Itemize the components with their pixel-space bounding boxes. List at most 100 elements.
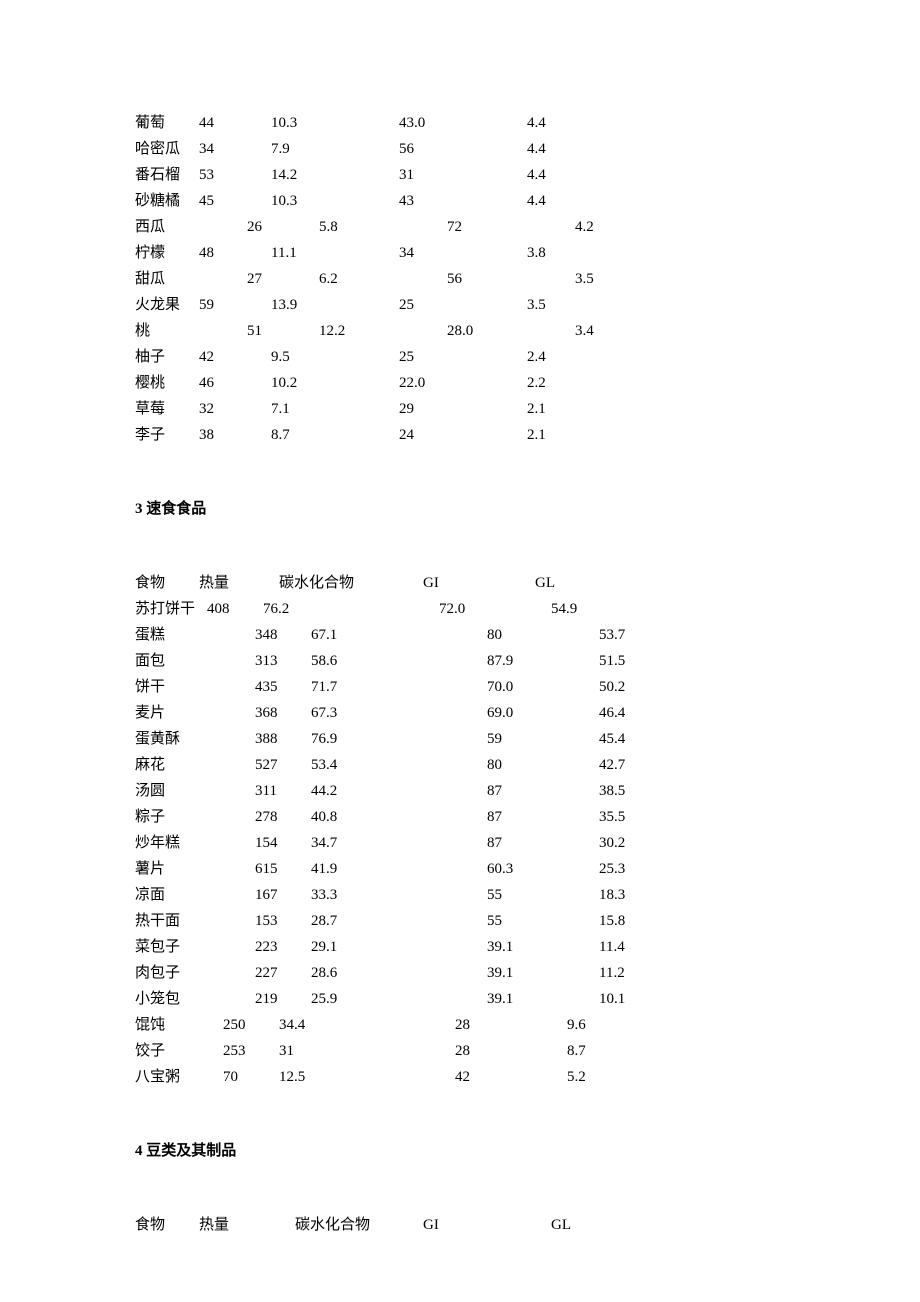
cell-b: 10.3 — [271, 110, 399, 136]
table-row: 火龙果5913.9253.5 — [135, 292, 920, 318]
cell-a: 388 — [255, 726, 311, 752]
table-header: 食物热量碳水化合物GIGL — [135, 1212, 920, 1238]
cell-b: 7.1 — [271, 396, 399, 422]
cell-b: 28.7 — [311, 908, 487, 934]
table-row: 桃5112.228.03.4 — [135, 318, 920, 344]
table-row: 菜包子22329.139.111.4 — [135, 934, 920, 960]
table-row: 薯片61541.960.325.3 — [135, 856, 920, 882]
section3-table: 食物热量碳水化合物GIGL苏打饼干40876.272.054.9蛋糕34867.… — [135, 570, 920, 1090]
cell-a: 38 — [199, 422, 271, 448]
cell-food: 饼干 — [135, 674, 207, 700]
cell-b: 8.7 — [271, 422, 399, 448]
cell-d: 18.3 — [599, 882, 659, 908]
cell-c: 22.0 — [399, 370, 527, 396]
cell-d: 10.1 — [599, 986, 659, 1012]
cell-a: 热量 — [199, 570, 279, 596]
table-row: 草莓327.1292.1 — [135, 396, 920, 422]
cell-b: 67.1 — [311, 622, 487, 648]
cell-b: 44.2 — [311, 778, 487, 804]
cell-b: 10.3 — [271, 188, 399, 214]
cell-a: 615 — [255, 856, 311, 882]
cell-c: 87 — [487, 830, 599, 856]
cell-b: 14.2 — [271, 162, 399, 188]
table-row: 蛋糕 34867.18053.7 — [135, 622, 920, 648]
cell-a: 53 — [199, 162, 271, 188]
cell-d: 4.4 — [527, 110, 587, 136]
table-row: 粽子27840.88735.5 — [135, 804, 920, 830]
cell-a: 227 — [255, 960, 311, 986]
cell-food: 砂糖橘 — [135, 188, 199, 214]
cell-a: 42 — [199, 344, 271, 370]
cell-c: 39.1 — [487, 934, 599, 960]
cell-food: 面包 — [135, 648, 207, 674]
cell-d: GL — [551, 1212, 611, 1238]
cell-c: 25 — [399, 344, 527, 370]
cell-d: 53.7 — [599, 622, 659, 648]
cell-d: 54.9 — [551, 596, 611, 622]
cell-d: 35.5 — [599, 804, 659, 830]
cell-a: 153 — [255, 908, 311, 934]
cell-c: 60.3 — [487, 856, 599, 882]
cell-d: 8.7 — [567, 1038, 627, 1064]
cell-c: 87 — [487, 804, 599, 830]
cell-food: 饺子 — [135, 1038, 207, 1064]
table-row: 西瓜265.8724.2 — [135, 214, 920, 240]
cell-food: 蛋糕 — [135, 622, 207, 648]
cell-c: 80 — [487, 622, 599, 648]
cell-d: 4.4 — [527, 162, 587, 188]
cell-food: 麦片 — [135, 700, 207, 726]
section4-header: 食物热量碳水化合物GIGL — [135, 1212, 920, 1238]
cell-b: 5.8 — [319, 214, 447, 240]
cell-a: 46 — [199, 370, 271, 396]
cell-a: 34 — [199, 136, 271, 162]
cell-c: 69.0 — [487, 700, 599, 726]
cell-a: 59 — [199, 292, 271, 318]
cell-d: 3.5 — [575, 266, 635, 292]
table-row: 樱桃4610.222.02.2 — [135, 370, 920, 396]
cell-b: 12.5 — [279, 1064, 455, 1090]
cell-a: 348 — [255, 622, 311, 648]
cell-food: 馄饨 — [135, 1012, 207, 1038]
cell-d: 30.2 — [599, 830, 659, 856]
cell-b: 28.6 — [311, 960, 487, 986]
cell-b: 碳水化合物 — [279, 570, 423, 596]
cell-food: 八宝粥 — [135, 1064, 207, 1090]
cell-c: 28 — [455, 1012, 567, 1038]
cell-food: 薯片 — [135, 856, 207, 882]
cell-d: 4.4 — [527, 188, 587, 214]
cell-d: 46.4 — [599, 700, 659, 726]
section-gap — [135, 1164, 920, 1212]
cell-d: 51.5 — [599, 648, 659, 674]
cell-a: 27 — [247, 266, 319, 292]
cell-c: 31 — [399, 162, 527, 188]
cell-a: 250 — [223, 1012, 279, 1038]
table-row: 麻花52753.48042.7 — [135, 752, 920, 778]
section4-heading: 4 豆类及其制品 — [135, 1138, 920, 1164]
cell-food: 西瓜 — [135, 214, 199, 240]
cell-d: 11.4 — [599, 934, 659, 960]
section-gap — [135, 1090, 920, 1138]
cell-b: 12.2 — [319, 318, 447, 344]
cell-b: 76.2 — [263, 596, 439, 622]
table-row: 柠檬4811.1343.8 — [135, 240, 920, 266]
cell-c: 43.0 — [399, 110, 527, 136]
table-row: 饺子25331288.7 — [135, 1038, 920, 1064]
table-row: 八宝粥7012.5425.2 — [135, 1064, 920, 1090]
cell-c: 80 — [487, 752, 599, 778]
cell-b: 碳水化合物 — [295, 1212, 423, 1238]
cell-a: 154 — [255, 830, 311, 856]
cell-b: 34.4 — [279, 1012, 455, 1038]
cell-food: 粽子 — [135, 804, 207, 830]
cell-c: 72 — [447, 214, 575, 240]
cell-a: 70 — [223, 1064, 279, 1090]
table-row: 麦片36867.369.046.4 — [135, 700, 920, 726]
cell-d: 25.3 — [599, 856, 659, 882]
cell-a: 167 — [255, 882, 311, 908]
cell-d: GL — [535, 570, 595, 596]
cell-food: 李子 — [135, 422, 199, 448]
cell-a: 48 — [199, 240, 271, 266]
table-row: 饼干43571.770.050.2 — [135, 674, 920, 700]
cell-a: 热量 — [199, 1212, 295, 1238]
cell-c: 87 — [487, 778, 599, 804]
cell-b: 53.4 — [311, 752, 487, 778]
